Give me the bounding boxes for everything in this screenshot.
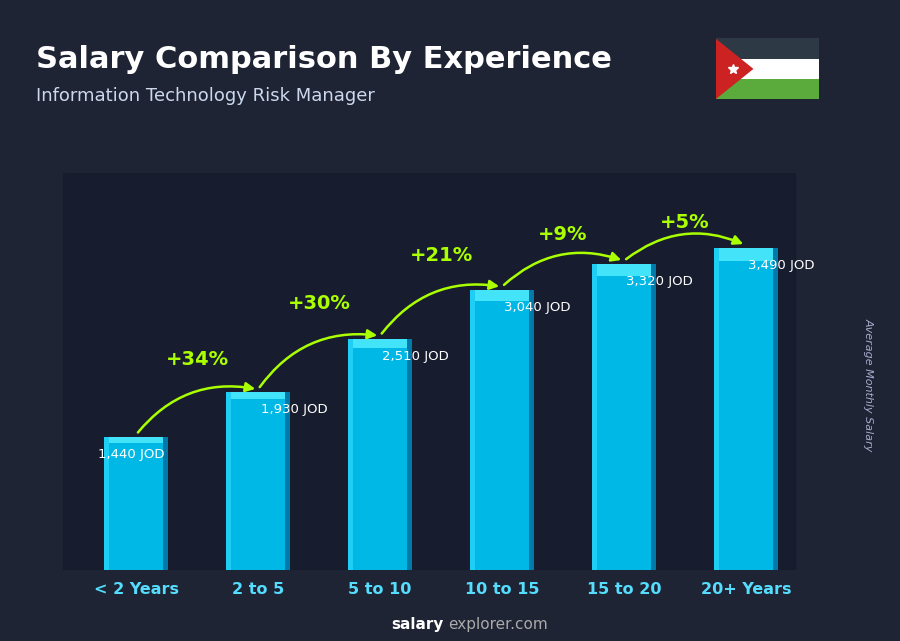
Bar <box>652 263 655 570</box>
Bar <box>714 248 718 570</box>
Polygon shape <box>716 38 753 99</box>
Text: 1,440 JOD: 1,440 JOD <box>98 449 165 462</box>
Bar <box>164 437 168 570</box>
Bar <box>408 338 411 570</box>
Bar <box>716 79 819 99</box>
Bar <box>529 290 534 570</box>
Text: 3,320 JOD: 3,320 JOD <box>626 275 693 288</box>
Text: 3,490 JOD: 3,490 JOD <box>748 259 814 272</box>
Bar <box>716 59 819 79</box>
Bar <box>104 437 109 570</box>
Bar <box>353 338 408 348</box>
Text: salary: salary <box>392 617 444 633</box>
Bar <box>718 248 773 261</box>
Bar <box>471 290 474 570</box>
Bar <box>285 392 290 570</box>
Bar <box>348 338 411 570</box>
Text: +9%: +9% <box>538 224 588 244</box>
Bar <box>471 290 534 570</box>
Bar <box>773 248 778 570</box>
Bar <box>592 263 655 570</box>
Text: Average Monthly Salary: Average Monthly Salary <box>863 318 874 451</box>
Text: 1,930 JOD: 1,930 JOD <box>260 403 328 416</box>
Text: Information Technology Risk Manager: Information Technology Risk Manager <box>36 87 375 104</box>
Text: explorer.com: explorer.com <box>448 617 548 633</box>
Text: +5%: +5% <box>660 213 710 231</box>
Bar <box>348 338 353 570</box>
Bar <box>104 437 168 570</box>
Bar <box>227 392 230 570</box>
Bar <box>474 290 529 301</box>
Text: +21%: +21% <box>410 246 472 265</box>
Text: 3,040 JOD: 3,040 JOD <box>504 301 571 313</box>
Bar <box>227 392 290 570</box>
Text: Salary Comparison By Experience: Salary Comparison By Experience <box>36 45 612 74</box>
Bar <box>230 392 285 399</box>
Bar <box>592 263 597 570</box>
Bar <box>716 38 819 59</box>
Text: +34%: +34% <box>166 350 229 369</box>
Bar <box>714 248 778 570</box>
Bar <box>109 437 164 443</box>
Text: +30%: +30% <box>288 294 350 313</box>
Text: 2,510 JOD: 2,510 JOD <box>382 349 449 363</box>
Bar <box>597 263 652 276</box>
